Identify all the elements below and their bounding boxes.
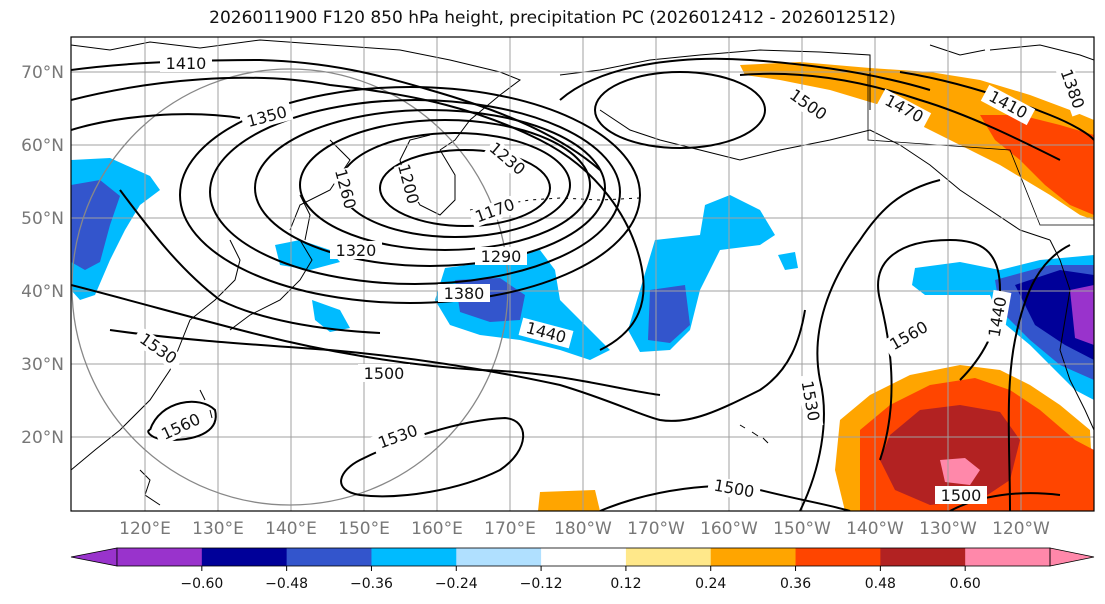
contour-label: 1410 (166, 54, 207, 73)
contour-label: 1320 (336, 241, 377, 260)
lon-label: 160°E (411, 519, 463, 539)
colorbar-tick-label: −0.36 (350, 576, 393, 592)
colorbar-tick-label: 0.12 (610, 576, 641, 592)
lat-label: 40°N (21, 282, 64, 302)
colorbar-tick-label: 0.24 (695, 576, 726, 592)
colorbar-segment (286, 548, 372, 566)
lat-label: 70°N (21, 63, 64, 83)
lon-label: 120°W (992, 519, 1050, 539)
contour-label: 1500 (364, 364, 405, 383)
colorbar-segment (880, 548, 966, 566)
precip-fill-positive (538, 62, 1094, 511)
lon-label: 130°W (919, 519, 977, 539)
contour-label: 1290 (481, 247, 522, 266)
lat-label: 30°N (21, 355, 64, 375)
coastlines (71, 39, 1094, 506)
lon-label: 170°E (484, 519, 536, 539)
lon-label: 150°E (338, 519, 390, 539)
lon-label: 180°W (554, 519, 612, 539)
lon-label: 130°E (192, 519, 244, 539)
lon-label: 120°E (119, 519, 171, 539)
lat-label: 20°N (21, 428, 64, 448)
region-circle (71, 68, 509, 506)
lon-label: 160°W (700, 519, 758, 539)
colorbar-max-extend (1049, 547, 1095, 567)
colorbar-min-extend (70, 547, 118, 567)
lon-label: 170°W (627, 519, 685, 539)
colorbar-tick-label: −0.48 (265, 576, 308, 592)
contour-label: 1500 (941, 486, 982, 505)
lon-axis: 120°E 130°E 140°E 150°E 160°E 170°E 180°… (119, 519, 1050, 539)
colorbar-tick-label: 0.36 (780, 576, 811, 592)
colorbar-tick-label: −0.24 (435, 576, 478, 592)
height-contours (71, 57, 1094, 511)
colorbar: −0.60 −0.48 −0.36 −0.24 −0.12 0.12 0.24 0.36 0.4… (70, 547, 1095, 592)
colorbar-segment (201, 548, 288, 566)
colorbar-segment (795, 548, 881, 566)
lat-axis: 70°N 60°N 50°N 40°N 30°N 20°N (21, 63, 64, 448)
contour-label: 1380 (444, 284, 485, 303)
colorbar-border (116, 547, 1051, 567)
lat-label: 60°N (21, 136, 64, 156)
map-border (70, 36, 1095, 512)
colorbar-tick-label: 0.48 (865, 576, 896, 592)
colorbar-segment (371, 548, 457, 566)
colorbar-segment (965, 548, 1051, 566)
colorbar-tick-label: −0.60 (180, 576, 223, 592)
lon-label: 150°W (773, 519, 831, 539)
colorbar-segment (625, 548, 712, 566)
colorbar-tick-label: 0.60 (950, 576, 981, 592)
lon-label: 140°E (265, 519, 317, 539)
colorbar-segment (541, 548, 627, 566)
colorbar-segment (117, 548, 203, 566)
colorbar-tick-label: −0.12 (520, 576, 563, 592)
political-borders (867, 75, 1094, 226)
colorbar-segment (710, 548, 797, 566)
lon-label: 140°W (846, 519, 904, 539)
map-title: 2026011900 F120 850 hPa height, precipit… (209, 8, 896, 28)
colorbar-segment (456, 548, 542, 566)
lat-label: 50°N (21, 209, 64, 229)
